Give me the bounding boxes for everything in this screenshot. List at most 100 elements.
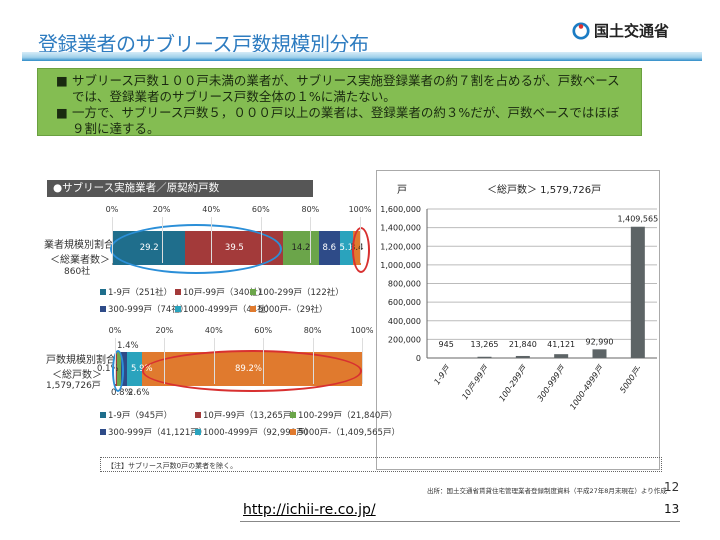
data-label: 2.6% [128, 388, 150, 398]
bar-segment: 3.4 [350, 231, 364, 265]
y-tick-label: 200,000 [388, 335, 421, 344]
column-chart-svg: ＜総戸数＞ 1,579,726戸 戸 0 200,000 400,000 600,000 8… [380, 183, 658, 411]
column-bar [592, 349, 607, 358]
legend-swatch [250, 289, 256, 295]
gridline [164, 338, 166, 384]
gridline [310, 217, 312, 263]
legend-swatch [195, 429, 201, 435]
y-tick-label: 600,000 [388, 298, 421, 307]
legend-label: 100-299戸（21,840戸） [298, 411, 398, 421]
gridline [312, 338, 314, 384]
footnote: 【注】サブリース戸数0戸の業者を除く。 [100, 457, 662, 472]
gridline [260, 217, 262, 263]
gridline [263, 338, 265, 384]
legend-label: 1000-4999戸（44社） [183, 305, 275, 315]
legend-label: 300-999戸（74社） [108, 305, 189, 315]
axis-tick-label: 60% [251, 205, 270, 214]
legend-item: 100-299戸（21,840戸） [290, 409, 397, 421]
axis-tick-label: 100% [350, 326, 374, 335]
gridline [213, 338, 215, 384]
chart1-bar: 29.2 39.5 14.2 8.6 5.1 3.4 [112, 231, 364, 265]
column-bar [554, 354, 569, 358]
bar-segment [141, 352, 362, 386]
legend-item: 5000戸-（1,409,565戸） [290, 426, 400, 438]
bar-segment [115, 352, 118, 386]
column-chart: ＜総戸数＞ 1,579,726戸 戸 0 200,000 400,000 600,000 8… [376, 170, 660, 470]
legend-swatch [175, 306, 181, 312]
summary-item: ■ 一方で、サブリース戸数５，０００戸以上の業者は、登録業者の約３%だが、戸数ベー… [56, 105, 631, 137]
legend-label: 5000戸-（29社） [258, 305, 328, 315]
data-label: 89.2% [235, 364, 263, 374]
y-axis-label: 戸 [397, 184, 407, 196]
summary-box: ■ サブリース戸数１００戸未満の業者が、サブリース実施登録業者の約７割を占めるが、… [37, 68, 642, 136]
legend-item: 300-999戸（74社） [100, 303, 188, 315]
gridline [112, 217, 113, 263]
summary-text: サブリース戸数１００戸未満の業者が、サブリース実施登録業者の約７割を占めるが、戸… [72, 73, 620, 104]
legend-item: 1000-4999戸（92,990戸） [195, 426, 313, 438]
legend-item: 1-9戸（251社） [100, 286, 172, 298]
chart-title: ＜総戸数＞ 1,579,726戸 [487, 183, 601, 196]
data-label: 0.1% [97, 364, 119, 374]
logo-text: 国土交通省 [594, 22, 670, 40]
legend-label: 1000-4999戸（92,990戸） [203, 428, 314, 438]
chart2-category-label: 戸数規模別割合 [46, 355, 116, 366]
inner-page-number: 12 [664, 480, 680, 494]
legend-label: 300-999戸（41,121戸） [108, 428, 208, 438]
legend-swatch [195, 412, 201, 418]
page-number: 13 [664, 502, 680, 516]
x-tick-label: 10戸-99戸 [460, 362, 491, 401]
axis-tick-label: 40% [204, 326, 223, 335]
website-link[interactable]: http://ichii-re.co.jp/ [243, 502, 376, 518]
y-tick-label: 0 [416, 354, 421, 363]
chart2-sub-label: ＜総戸数＞ [52, 370, 102, 381]
legend-swatch [290, 412, 296, 418]
data-label: 1,409,565 [617, 215, 658, 224]
x-tick-label: 5000戸- [618, 364, 643, 395]
data-label: 29.2 [139, 243, 159, 253]
column-bar [630, 226, 645, 358]
source-text: 出所：国土交通省賃貸住宅管理業者登録制度資料（平成27年8月末現在）より作成 [427, 487, 667, 495]
y-tick-label: 1,400,000 [380, 224, 421, 233]
data-label: 39.5 [224, 243, 244, 253]
axis-tick-label: 60% [254, 326, 273, 335]
gridline [362, 338, 363, 384]
bar-segment: 29.2 [113, 231, 186, 265]
data-label: 14.2 [291, 243, 311, 253]
gridline [211, 217, 213, 263]
mlit-logo-icon [572, 21, 590, 40]
axis-tick-label: 80% [303, 326, 322, 335]
x-tick-label: 1000-4999戸 [568, 362, 606, 411]
x-tick-label: 300-999戸 [536, 362, 568, 403]
legend-item: 10戸-99戸（13,265戸） [195, 409, 300, 421]
footer-rule [240, 521, 680, 522]
summary-text: 一方で、サブリース戸数５，０００戸以上の業者は、登録業者の約３%だが、戸数ベース… [72, 105, 620, 136]
legend-swatch [250, 306, 256, 312]
y-tick-label: 1,200,000 [380, 242, 421, 251]
summary-item: ■ サブリース戸数１００戸未満の業者が、サブリース実施登録業者の約７割を占めるが、… [56, 73, 631, 105]
x-tick-label: 1-9戸 [432, 362, 453, 386]
data-label: 92,990 [586, 337, 614, 346]
axis-tick-label: 40% [202, 205, 221, 214]
chart1-total-label: 860社 [64, 267, 91, 277]
chart1-sub-label: ＜総業者数＞ [50, 255, 110, 266]
chart2-total-label: 1,579,726戸 [46, 381, 101, 391]
chart-header: ●サブリース実施業者／原契約戸数 [47, 180, 313, 197]
legend-swatch [290, 429, 296, 435]
mlit-logo: 国土交通省 [572, 20, 669, 41]
data-label: 945 [439, 340, 454, 349]
data-label: 8.6 [322, 243, 336, 253]
axis-tick-label: 20% [155, 326, 174, 335]
axis-tick-label: 80% [301, 205, 320, 214]
chart2-bar: 0.1% 0.8% 1.4% 2.6% 5.9% 89.2% [97, 341, 362, 398]
data-label: 13,265 [471, 340, 499, 349]
x-tick-label: 100-299戸 [497, 362, 529, 403]
data-label: 0.8% [111, 388, 133, 398]
legend-swatch [100, 412, 106, 418]
axis-tick-label: 100% [348, 205, 372, 214]
legend-label: 1-9戸（251社） [108, 288, 173, 298]
legend-swatch [100, 306, 106, 312]
gridline [161, 217, 163, 263]
legend-label: 1-9戸（945戸） [108, 411, 173, 421]
data-label: 5.1 [339, 243, 353, 253]
